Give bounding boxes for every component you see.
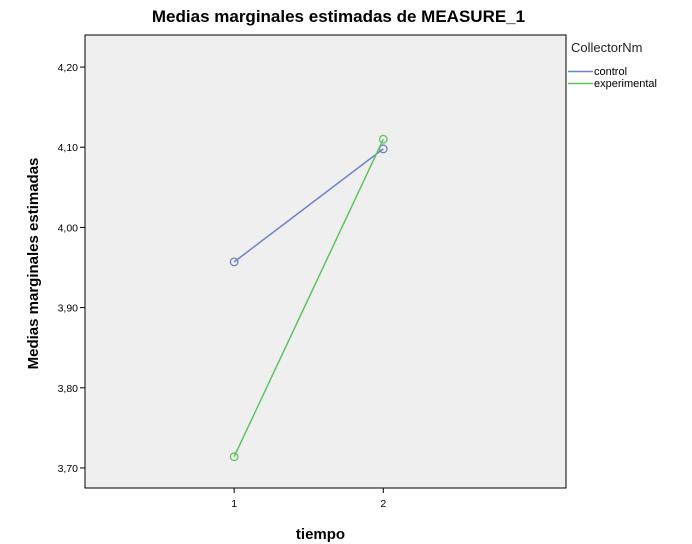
legend-title: CollectorNm <box>571 40 643 55</box>
y-axis: 3,70 3,80 3,90 4,00 4,10 4,20 <box>58 62 85 475</box>
data-point-control <box>229 257 239 267</box>
legend-label-control: control <box>594 66 627 78</box>
y-tick-label: 3,90 <box>58 303 79 315</box>
y-axis-label: Medias marginales estimadas <box>25 158 42 370</box>
x-axis-label: tiempo <box>296 526 345 543</box>
y-tick-label: 4,20 <box>58 62 79 74</box>
series-layer <box>229 134 388 462</box>
x-tick-label: 2 <box>380 498 386 510</box>
y-tick-label: 4,00 <box>58 222 79 234</box>
y-tick-label: 3,80 <box>58 383 79 395</box>
legend-label-experimental: experimental <box>594 78 657 90</box>
data-point-experimental <box>229 452 239 462</box>
series-line-experimental <box>233 138 384 458</box>
data-point-experimental <box>378 134 388 144</box>
y-tick-label: 3,70 <box>58 463 79 475</box>
series-line-control <box>233 148 384 263</box>
y-tick-label: 4,10 <box>58 142 79 154</box>
chart-title: Medias marginales estimadas de MEASURE_1 <box>152 7 525 26</box>
x-tick-label: 1 <box>231 498 237 510</box>
